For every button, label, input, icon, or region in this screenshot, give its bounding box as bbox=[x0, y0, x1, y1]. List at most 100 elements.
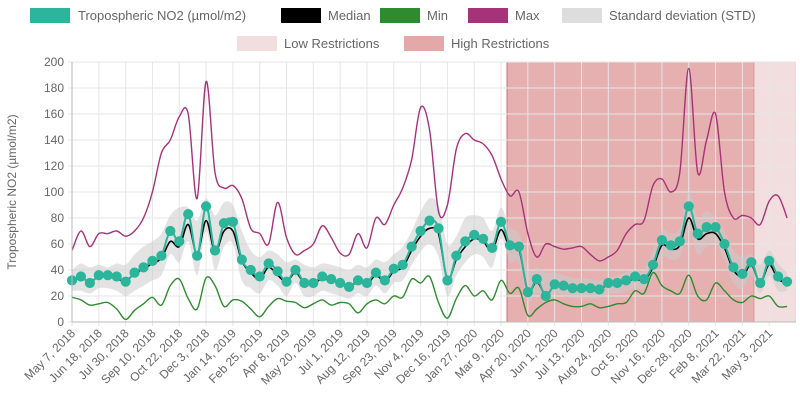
no2-point[interactable] bbox=[764, 255, 775, 266]
no2-point[interactable] bbox=[254, 271, 265, 282]
no2-point[interactable] bbox=[129, 267, 140, 278]
no2-point[interactable] bbox=[486, 242, 498, 253]
std-band-layer bbox=[72, 191, 788, 304]
y-tick-label: 100 bbox=[44, 185, 64, 199]
no2-point[interactable] bbox=[728, 262, 739, 273]
no2-point[interactable] bbox=[317, 271, 328, 282]
no2-point[interactable] bbox=[746, 257, 757, 268]
legend-median[interactable]: Median bbox=[281, 8, 371, 23]
series-points bbox=[66, 201, 793, 302]
no2-point[interactable] bbox=[665, 240, 676, 251]
no2-point[interactable] bbox=[397, 259, 408, 270]
legend-no2[interactable]: Tropospheric NO2 (µmol/m2) bbox=[30, 8, 246, 23]
no2-point[interactable] bbox=[245, 264, 256, 276]
no2-point[interactable] bbox=[737, 268, 748, 279]
no2-point[interactable] bbox=[379, 275, 390, 286]
no2-point[interactable] bbox=[388, 263, 399, 274]
no2-point[interactable] bbox=[370, 267, 382, 278]
no2-point[interactable] bbox=[102, 270, 113, 281]
no2-point[interactable] bbox=[540, 290, 551, 302]
no2-point[interactable] bbox=[576, 283, 587, 294]
no2-point[interactable] bbox=[522, 287, 533, 298]
no2-point[interactable] bbox=[183, 209, 194, 220]
no2-point[interactable] bbox=[209, 245, 221, 256]
no2-point[interactable] bbox=[469, 229, 480, 240]
no2-point[interactable] bbox=[674, 236, 685, 247]
no2-point[interactable] bbox=[156, 250, 167, 261]
no2-point[interactable] bbox=[612, 277, 623, 289]
no2-point[interactable] bbox=[621, 275, 632, 286]
no2-point[interactable] bbox=[558, 280, 569, 291]
no2-point[interactable] bbox=[147, 255, 158, 266]
no2-point[interactable] bbox=[120, 276, 131, 287]
legend-swatch bbox=[380, 8, 420, 23]
legend-label: Tropospheric NO2 (µmol/m2) bbox=[78, 8, 246, 23]
no2-point[interactable] bbox=[361, 277, 373, 289]
legend-swatch bbox=[237, 36, 277, 51]
legend-swatch bbox=[30, 8, 70, 23]
no2-point[interactable] bbox=[701, 222, 712, 233]
no2-point[interactable] bbox=[343, 281, 355, 292]
legend[interactable]: Tropospheric NO2 (µmol/m2) Median Min Max St… bbox=[30, 8, 756, 51]
no2-point[interactable] bbox=[692, 228, 703, 239]
no2-point[interactable] bbox=[290, 264, 301, 276]
no2-point[interactable] bbox=[451, 250, 462, 261]
legend-swatch bbox=[562, 8, 602, 23]
no2-point[interactable] bbox=[781, 276, 793, 287]
no2-point[interactable] bbox=[263, 258, 274, 269]
no2-point[interactable] bbox=[326, 274, 337, 285]
no2-point[interactable] bbox=[585, 283, 596, 294]
no2-point[interactable] bbox=[513, 241, 525, 252]
no2-point[interactable] bbox=[594, 284, 605, 295]
no2-point[interactable] bbox=[111, 271, 122, 282]
no2-point[interactable] bbox=[567, 283, 578, 294]
legend-std[interactable]: Standard deviation (STD) bbox=[562, 8, 756, 23]
no2-point[interactable] bbox=[433, 223, 444, 234]
no2-point[interactable] bbox=[84, 277, 95, 289]
no2-point[interactable] bbox=[683, 201, 694, 212]
no2-point[interactable] bbox=[549, 279, 560, 290]
y-tick-label: 200 bbox=[44, 55, 64, 69]
no2-point[interactable] bbox=[165, 225, 176, 237]
no2-point[interactable] bbox=[406, 241, 417, 252]
no2-point[interactable] bbox=[75, 271, 87, 282]
no2-point[interactable] bbox=[93, 270, 104, 281]
legend-max[interactable]: Max bbox=[468, 8, 540, 23]
no2-point[interactable] bbox=[352, 275, 364, 286]
no2-point[interactable] bbox=[218, 218, 230, 229]
max-line bbox=[71, 67, 788, 262]
no2-point[interactable] bbox=[335, 277, 346, 289]
no2-point[interactable] bbox=[755, 277, 766, 289]
no2-point[interactable] bbox=[638, 274, 650, 285]
no2-point[interactable] bbox=[138, 262, 149, 273]
no2-point[interactable] bbox=[236, 254, 247, 265]
no2-point[interactable] bbox=[478, 233, 489, 244]
no2-point[interactable] bbox=[710, 222, 721, 233]
no2-point[interactable] bbox=[460, 236, 471, 247]
no2-point[interactable] bbox=[192, 250, 203, 261]
no2-point[interactable] bbox=[424, 215, 435, 226]
legend-min[interactable]: Min bbox=[380, 8, 448, 23]
no2-point[interactable] bbox=[227, 216, 238, 227]
no2-point[interactable] bbox=[308, 277, 319, 289]
legend-label: High Restrictions bbox=[451, 36, 550, 51]
legend-low-restrictions[interactable]: Low Restrictions bbox=[237, 36, 380, 51]
no2-point[interactable] bbox=[504, 240, 516, 251]
no2-point[interactable] bbox=[656, 235, 668, 246]
no2-point[interactable] bbox=[299, 277, 310, 289]
no2-point[interactable] bbox=[281, 276, 292, 287]
no2-point[interactable] bbox=[442, 275, 453, 286]
no2-point[interactable] bbox=[415, 225, 426, 237]
no2-point[interactable] bbox=[272, 266, 283, 277]
no2-point[interactable] bbox=[647, 259, 659, 270]
min-line bbox=[71, 271, 788, 321]
no2-point[interactable] bbox=[200, 201, 212, 212]
no2-point[interactable] bbox=[174, 236, 185, 247]
legend-high-restrictions[interactable]: High Restrictions bbox=[404, 36, 550, 51]
no2-point[interactable] bbox=[773, 271, 784, 282]
no2-point[interactable] bbox=[531, 274, 542, 285]
no2-point[interactable] bbox=[603, 277, 614, 289]
no2-point[interactable] bbox=[495, 216, 507, 227]
no2-point[interactable] bbox=[630, 271, 641, 282]
no2-point[interactable] bbox=[719, 238, 730, 250]
